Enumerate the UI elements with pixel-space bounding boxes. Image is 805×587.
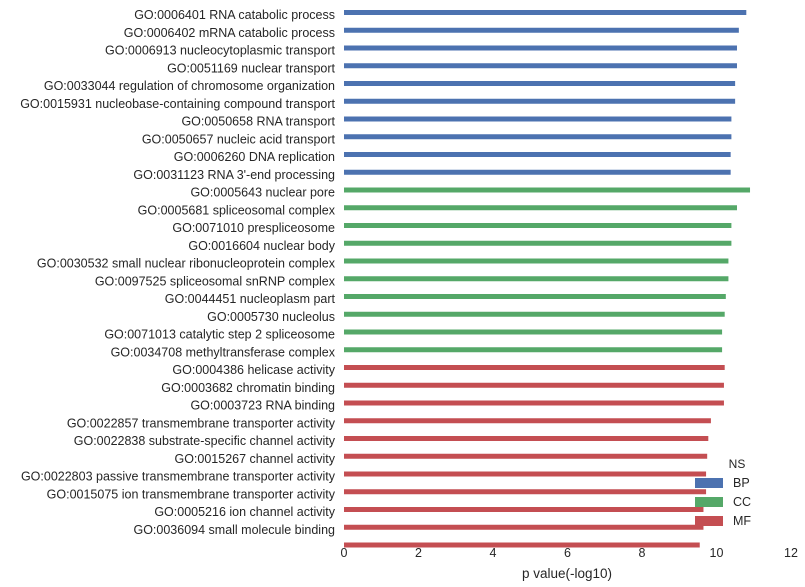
legend-swatch-cc: [695, 497, 723, 507]
category-label: GO:0005681 spliceosomal complex: [138, 203, 336, 217]
bar-cc-11: [344, 205, 737, 211]
category-label: GO:0005643 nuclear pore: [190, 186, 335, 200]
bar-bp-5: [344, 98, 736, 104]
bar-mf-23: [344, 418, 711, 424]
x-tick-label: 12: [784, 546, 798, 560]
category-label: GO:0050658 RNA transport: [181, 115, 335, 129]
category-label: GO:0006402 mRNA catabolic process: [124, 26, 335, 40]
bar-bp-3: [344, 63, 737, 69]
bar-mf-21: [344, 382, 724, 388]
bar-bp-9: [344, 169, 731, 175]
category-label: GO:0097525 spliceosomal snRNP complex: [95, 274, 336, 288]
category-label: GO:0036094 small molecule binding: [133, 523, 335, 537]
x-tick-label: 10: [710, 546, 724, 560]
bar-mf-26: [344, 471, 707, 477]
x-tick-label: 8: [639, 546, 646, 560]
bar-cc-18: [344, 329, 723, 335]
category-label: GO:0071013 catalytic step 2 spliceosome: [104, 328, 335, 342]
category-label: GO:0034708 methyltransferase complex: [111, 345, 336, 359]
bar-cc-17: [344, 311, 725, 317]
category-label: GO:0004386 helicase activity: [172, 363, 335, 377]
bar-mf-24: [344, 436, 709, 441]
x-axis: 0 2 4 6 8 10 12: [341, 546, 798, 560]
category-label: GO:0033044 regulation of chromosome orga…: [44, 79, 335, 93]
bar-bp-4: [344, 81, 736, 86]
bar-cc-12: [344, 223, 732, 228]
bar-bp-2: [344, 45, 737, 51]
category-label: GO:0005216 ion channel activity: [154, 505, 335, 519]
bar-cc-16: [344, 294, 726, 299]
category-labels-group: GO:0006401 RNA catabolic process GO:00064…: [20, 8, 336, 537]
bar-bp-7: [344, 134, 732, 140]
bar-mf-22: [344, 400, 724, 406]
bar-mf-27: [344, 489, 707, 495]
x-axis-label: p value(-log10): [522, 566, 612, 581]
x-tick-label: 6: [564, 546, 571, 560]
category-label: GO:0050657 nucleic acid transport: [142, 132, 336, 146]
category-label: GO:0051169 nuclear transport: [167, 61, 335, 75]
category-label: GO:0003682 chromatin binding: [161, 381, 335, 395]
category-label: GO:0015931 nucleobase-containing compoun…: [20, 97, 335, 111]
bar-bp-1: [344, 27, 739, 33]
category-label: GO:0016604 nuclear body: [188, 239, 335, 253]
category-label: GO:0022857 transmembrane transporter act…: [67, 416, 336, 430]
x-tick-label: 0: [341, 546, 348, 560]
category-label: GO:0006260 DNA replication: [174, 150, 335, 164]
category-label: GO:0015267 channel activity: [174, 452, 335, 466]
bar-mf-30: [344, 542, 700, 548]
bar-bp-6: [344, 116, 732, 122]
x-tick-label: 4: [490, 546, 497, 560]
x-tick-label: 2: [415, 546, 422, 560]
bar-mf-28: [344, 507, 704, 512]
category-label: GO:0044451 nucleoplasm part: [165, 292, 336, 306]
legend: NS BP CC MF: [695, 457, 751, 528]
category-label: GO:0071010 prespliceosome: [172, 221, 335, 235]
bar-mf-20: [344, 365, 725, 370]
bar-mf-25: [344, 453, 708, 459]
bar-bp-0: [344, 10, 747, 15]
bars-group: [344, 10, 751, 548]
bar-bp-8: [344, 152, 731, 157]
category-label: GO:0030532 small nuclear ribonucleoprote…: [37, 257, 336, 271]
legend-label-bp: BP: [733, 476, 750, 490]
category-label: GO:0003723 RNA binding: [190, 399, 335, 413]
category-label: GO:0031123 RNA 3'-end processing: [133, 168, 335, 182]
legend-label-cc: CC: [733, 495, 751, 509]
category-label: GO:0022838 substrate-specific channel ac…: [74, 434, 336, 448]
legend-swatch-bp: [695, 478, 723, 488]
bar-mf-29: [344, 524, 704, 530]
legend-swatch-mf: [695, 516, 723, 526]
legend-label-mf: MF: [733, 514, 751, 528]
bar-cc-13: [344, 240, 732, 246]
category-label: GO:0006913 nucleocytoplasmic transport: [105, 44, 336, 58]
bar-cc-14: [344, 258, 729, 264]
bar-cc-19: [344, 347, 723, 353]
category-label: GO:0005730 nucleolus: [207, 310, 335, 324]
bar-cc-15: [344, 276, 729, 282]
bar-cc-10: [344, 187, 751, 193]
category-label: GO:0015075 ion transmembrane transporter…: [47, 487, 336, 501]
category-label: GO:0022803 passive transmembrane transpo…: [21, 470, 336, 484]
legend-title: NS: [729, 457, 746, 471]
category-label: GO:0006401 RNA catabolic process: [134, 8, 335, 22]
